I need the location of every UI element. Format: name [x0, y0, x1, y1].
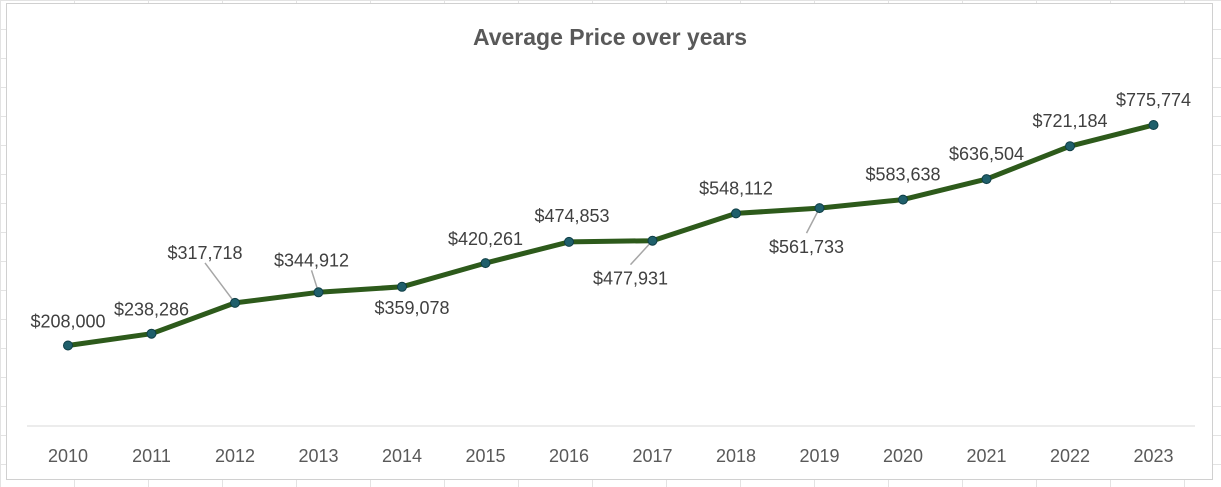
data-label: $359,078 — [374, 298, 449, 318]
x-tick-label: 2022 — [1050, 446, 1090, 466]
x-tick-label: 2023 — [1133, 446, 1173, 466]
x-tick-label: 2013 — [298, 446, 338, 466]
x-tick-label: 2011 — [132, 446, 171, 466]
data-label: $344,912 — [274, 250, 349, 270]
data-label: $561,733 — [769, 237, 844, 257]
data-point[interactable] — [397, 281, 407, 292]
data-label: $775,774 — [1116, 90, 1191, 110]
data-label: $238,286 — [114, 300, 189, 320]
x-tick-label: 2012 — [215, 446, 255, 466]
data-point[interactable] — [647, 235, 658, 246]
chart-title: Average Price over years — [473, 24, 747, 50]
data-point[interactable] — [313, 287, 324, 298]
data-point[interactable] — [981, 174, 992, 185]
data-point[interactable] — [230, 297, 240, 308]
x-tick-label: 2014 — [382, 446, 422, 466]
data-point[interactable] — [63, 340, 73, 351]
x-tick-label: 2018 — [716, 446, 756, 466]
x-tick-label: 2016 — [549, 446, 589, 466]
data-label: $548,112 — [699, 178, 773, 198]
data-point[interactable] — [480, 258, 491, 269]
label-leader-line — [204, 262, 236, 304]
data-label: $420,261 — [448, 229, 523, 249]
data-label: $583,638 — [865, 165, 940, 185]
data-point[interactable] — [564, 236, 574, 247]
series-line — [65, 122, 1156, 348]
x-tick-label: 2019 — [799, 446, 839, 466]
x-tick-label: 2017 — [632, 446, 672, 466]
x-tick-label: 2010 — [48, 446, 88, 466]
x-tick-label: 2015 — [465, 446, 505, 466]
data-point[interactable] — [1065, 141, 1075, 152]
x-tick-label: 2020 — [883, 446, 923, 466]
data-point[interactable] — [1148, 120, 1159, 130]
data-label: $721,184 — [1032, 111, 1107, 131]
data-point[interactable] — [898, 194, 908, 205]
data-point[interactable] — [146, 328, 157, 339]
data-point[interactable] — [814, 203, 825, 214]
data-point[interactable] — [731, 208, 741, 219]
data-label: $477,931 — [593, 269, 668, 289]
data-label: $317,718 — [167, 243, 242, 263]
x-tick-label: 2021 — [966, 446, 1006, 466]
data-label: $474,853 — [534, 206, 609, 226]
data-label: $208,000 — [30, 312, 105, 332]
data-label: $636,504 — [949, 144, 1024, 164]
label-leader-line — [629, 240, 654, 266]
